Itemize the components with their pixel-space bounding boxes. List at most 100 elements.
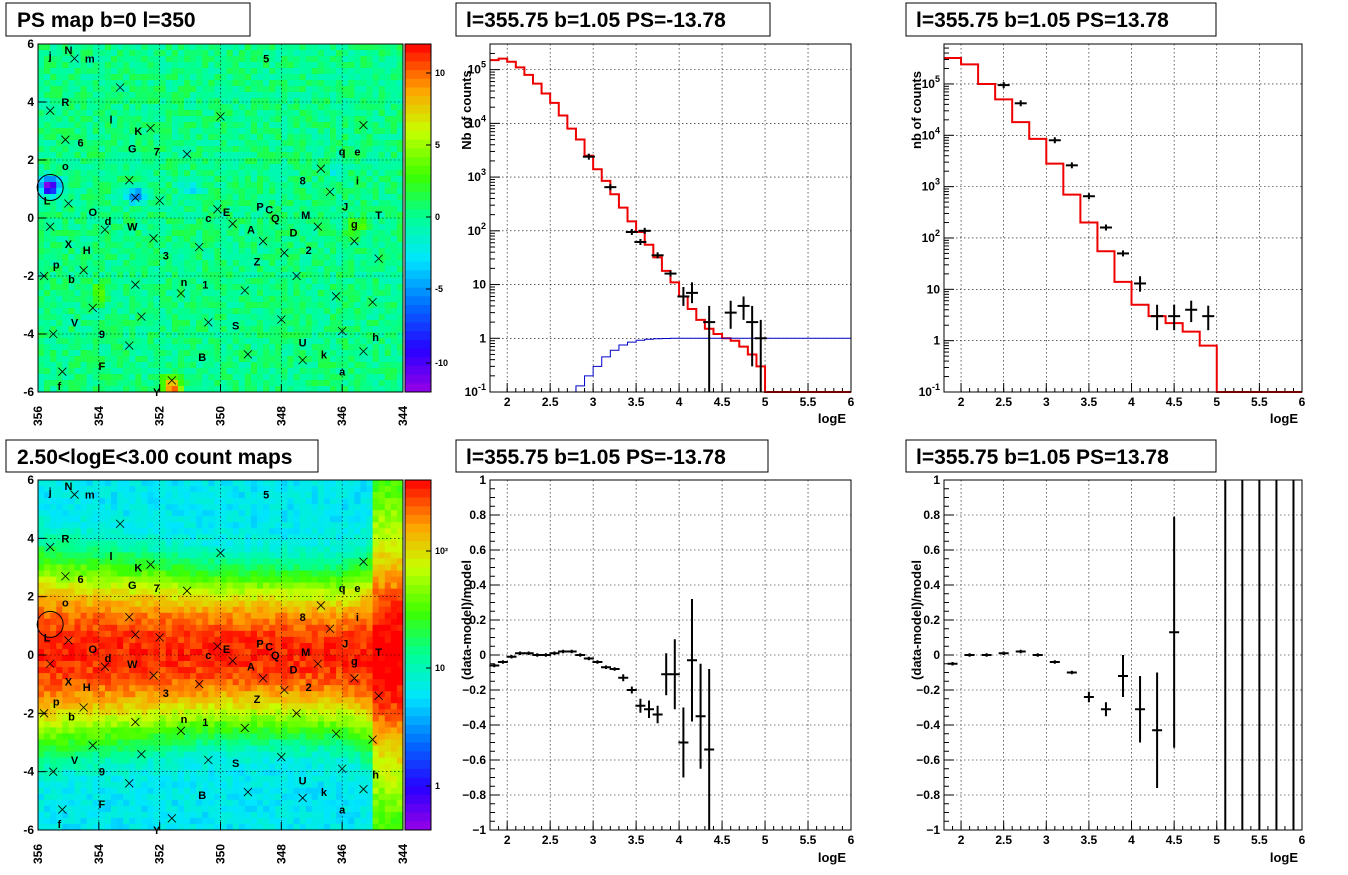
map-pixel: [111, 606, 118, 614]
map-pixel: [177, 344, 185, 351]
map-pixel: [104, 176, 112, 183]
map-pixel: [177, 576, 185, 583]
map-pixel: [330, 582, 337, 590]
map-pixel: [129, 194, 136, 201]
map-pixel: [153, 176, 161, 183]
map-pixel: [396, 320, 403, 327]
map-pixel: [196, 224, 203, 231]
map-pixel: [323, 98, 331, 105]
map-pixel: [220, 564, 227, 571]
map-pixel: [165, 582, 173, 590]
map-pixel: [372, 504, 380, 511]
map-pixel: [50, 62, 57, 69]
map-pixel: [86, 284, 94, 291]
map-pixel: [250, 308, 258, 315]
map-pixel: [299, 564, 307, 571]
map-pixel: [208, 308, 215, 315]
map-pixel: [129, 224, 136, 231]
map-pixel: [123, 74, 130, 81]
map-pixel: [141, 600, 148, 608]
map-pixel: [226, 44, 234, 51]
map-pixel: [190, 350, 197, 357]
map-pixel: [366, 516, 373, 523]
map-pixel: [196, 284, 203, 291]
map-pixel: [147, 480, 154, 487]
map-pixel: [98, 110, 106, 117]
map-pixel: [257, 182, 264, 189]
map-pixel: [62, 170, 69, 177]
map-pixel: [68, 386, 75, 392]
colorbar-swatch: [405, 287, 431, 297]
map-pixel: [56, 374, 63, 381]
map-pixel: [56, 480, 63, 487]
map-pixel: [56, 540, 63, 547]
map-pixel: [196, 140, 203, 147]
map-pixel: [317, 296, 325, 303]
map-pixel: [165, 230, 173, 237]
map-pixel: [62, 272, 69, 279]
map-pixel: [360, 570, 367, 577]
map-pixel: [80, 284, 88, 291]
map-pixel: [342, 570, 349, 577]
map-pixel: [190, 260, 197, 267]
map-pixel: [396, 570, 403, 577]
map-pixel: [305, 368, 313, 375]
map-pixel: [372, 606, 380, 614]
map-pixel: [196, 320, 203, 327]
map-pixel: [62, 528, 69, 535]
map-pixel: [293, 564, 300, 571]
map-pixel: [220, 332, 227, 339]
colorbar-swatch: [405, 70, 431, 80]
map-pixel: [250, 320, 258, 327]
map-pixel: [44, 230, 51, 237]
map-pixel: [117, 386, 124, 392]
map-pixel: [111, 62, 118, 69]
map-pixel: [250, 374, 258, 381]
map-pixel: [250, 326, 258, 333]
map-pixel: [196, 350, 203, 357]
map-pixel: [98, 80, 106, 87]
map-pixel: [129, 86, 136, 93]
map-pixel: [80, 254, 88, 261]
map-pixel: [190, 576, 197, 583]
map-pixel: [323, 540, 331, 547]
source-cross-marker: [213, 205, 222, 214]
map-pixel: [378, 516, 386, 523]
map-pixel: [196, 570, 203, 577]
map-pixel: [384, 528, 392, 535]
map-pixel: [372, 546, 380, 553]
map-pixel: [123, 606, 130, 614]
map-pixel: [378, 558, 386, 565]
map-pixel: [123, 308, 130, 315]
map-pixel: [293, 540, 300, 547]
map-pixel: [372, 152, 380, 159]
map-pixel: [190, 546, 197, 553]
map-pixel: [348, 558, 355, 565]
map-pixel: [38, 302, 45, 309]
map-pixel: [384, 326, 392, 333]
map-pixel: [147, 158, 154, 165]
map-pixel: [263, 516, 270, 523]
map-pixel: [80, 164, 88, 171]
map-pixel: [360, 110, 367, 117]
map-pixel: [311, 68, 319, 75]
map-pixel: [184, 158, 191, 165]
map-pixel: [390, 326, 398, 333]
map-pixel: [98, 188, 106, 195]
map-pixel: [74, 588, 81, 596]
map-pixel: [281, 86, 288, 93]
map-pixel: [226, 146, 234, 153]
map-pixel: [44, 98, 51, 105]
map-pixel: [244, 146, 252, 153]
map-pixel: [104, 492, 112, 499]
map-pixel: [202, 98, 209, 105]
map-pixel: [147, 552, 154, 559]
map-pixel: [104, 140, 112, 147]
map-pixel: [238, 146, 246, 153]
map-pixel: [86, 278, 94, 285]
map-pixel: [220, 540, 227, 547]
map-pixel: [214, 570, 221, 577]
map-pixel: [299, 98, 307, 105]
map-pixel: [336, 260, 343, 267]
map-pixel: [378, 314, 386, 321]
